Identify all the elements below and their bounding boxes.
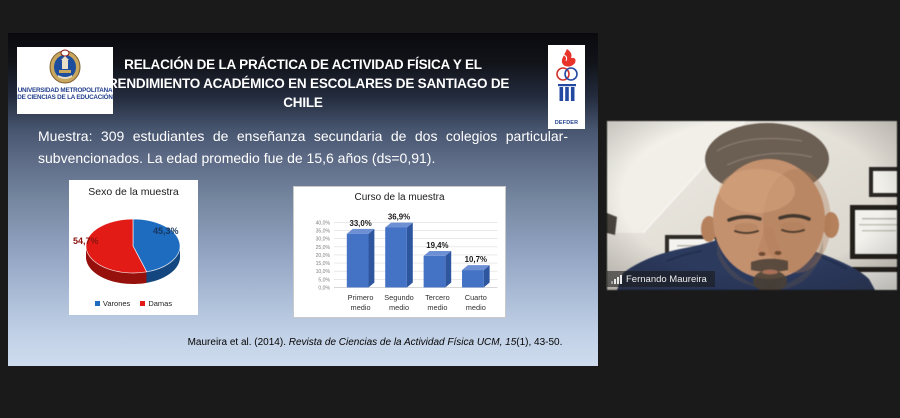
shared-slide: UNIVERSIDAD METROPOLITANA DE CIENCIAS DE… (8, 33, 598, 366)
svg-text:30,0%: 30,0% (316, 237, 331, 243)
citation-pages: (1), 43-50. (516, 337, 563, 348)
pie-value-damas: 54,7% (73, 236, 99, 246)
sample-description-line1: Muestra: 309 estudiantes de enseñanza se… (38, 128, 568, 144)
svg-text:20,0%: 20,0% (316, 253, 331, 259)
pie-value-varones: 45,3% (153, 226, 179, 236)
svg-text:0,0%: 0,0% (318, 285, 330, 291)
svg-text:40,0%: 40,0% (316, 220, 331, 226)
defder-torch-icon (555, 49, 578, 101)
sample-description: Muestra: 309 estudiantes de enseñanza se… (38, 125, 568, 169)
svg-text:medio: medio (351, 303, 371, 312)
svg-text:10,0%: 10,0% (316, 269, 331, 275)
svg-text:33,0%: 33,0% (349, 219, 371, 228)
participant-name: Fernando Maureira (626, 273, 707, 285)
bar-chart-panel: 0,0% 5,0% 10,0% 15,0% 20,0% 25,0% 30,0% 35,0% 40… (293, 186, 506, 318)
svg-text:19,4%: 19,4% (426, 241, 448, 250)
svg-text:Primero: Primero (348, 293, 374, 302)
svg-text:medio: medio (427, 303, 447, 312)
svg-text:Cuarto: Cuarto (465, 293, 487, 302)
legend-label: Varones (102, 299, 131, 308)
citation-authors: Maureira et al. (2014). (187, 337, 289, 348)
pie-legend-item: Varones (94, 299, 131, 308)
slide-title-line1: RELACIÓN DE LA PRÁCTICA DE ACTIVIDAD FÍS… (124, 57, 482, 72)
pie-chart-title: Sexo de la muestra (88, 186, 179, 198)
slide-title-line3: CHILE (283, 95, 323, 110)
svg-text:Segundo: Segundo (384, 293, 414, 302)
bar-chart-title: Curso de la muestra (354, 192, 445, 203)
bar-chart: 0,0% 5,0% 10,0% 15,0% 20,0% 25,0% 30,0% 35,0% 40… (316, 213, 498, 312)
svg-text:medio: medio (389, 303, 409, 312)
slide-title: RELACIÓN DE LA PRÁCTICA DE ACTIVIDAD FÍS… (108, 55, 510, 112)
umce-logo: UNIVERSIDAD METROPOLITANA DE CIENCIAS DE… (17, 47, 113, 114)
svg-text:25,0%: 25,0% (316, 245, 331, 251)
svg-text:Tercero: Tercero (425, 293, 450, 302)
signal-bars-icon (611, 274, 622, 284)
umce-logo-line1: UNIVERSIDAD METROPOLITANA (17, 87, 113, 94)
defder-logo: DEFDER (548, 45, 585, 129)
svg-text:15,0%: 15,0% (316, 261, 331, 267)
pie-legend-item: Damas (140, 299, 172, 308)
pie-legend: Varones Damas (69, 299, 198, 308)
participant-video-tile[interactable]: Fernando Maureira (607, 121, 897, 290)
citation: Maureira et al. (2014). Revista de Cienc… (8, 337, 598, 348)
webcam-feed (607, 121, 897, 290)
sample-description-line2: subvencionados. La edad promedio fue de … (38, 150, 436, 166)
svg-text:5,0%: 5,0% (318, 277, 330, 283)
citation-journal: Revista de Ciencias de la Actividad Físi… (288, 337, 517, 348)
defder-logo-label: DEFDER (554, 120, 579, 126)
slide-title-line2: RENDIMIENTO ACADÉMICO EN ESCOLARES DE SA… (108, 76, 510, 91)
svg-text:35,0%: 35,0% (316, 229, 331, 235)
participant-name-tag: Fernando Maureira (607, 271, 715, 287)
legend-swatch (140, 301, 146, 306)
umce-logo-line2: DE CIENCIAS DE LA EDUCACIÓN (17, 94, 113, 102)
pie-chart (85, 218, 181, 284)
legend-swatch (94, 301, 100, 306)
umce-crest-icon (49, 49, 81, 84)
legend-label: Damas (148, 299, 173, 308)
svg-text:medio: medio (466, 303, 486, 312)
svg-text:10,7%: 10,7% (465, 255, 487, 264)
vignette (607, 121, 897, 290)
pie-chart-panel: Sexo de la muestra 45,3% 54,7% Varones Da… (69, 180, 198, 315)
svg-text:36,9%: 36,9% (388, 213, 410, 222)
